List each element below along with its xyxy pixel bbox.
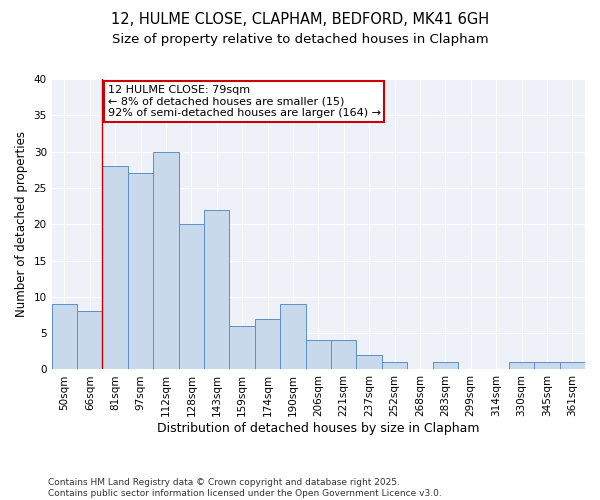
Text: Size of property relative to detached houses in Clapham: Size of property relative to detached ho… (112, 32, 488, 46)
Bar (153, 152, 179, 370)
Bar (103, 166, 128, 370)
Bar (382, 362, 407, 370)
Bar (204, 210, 229, 370)
Bar (433, 362, 458, 370)
Bar (509, 362, 534, 370)
Text: Contains HM Land Registry data © Crown copyright and database right 2025.
Contai: Contains HM Land Registry data © Crown c… (48, 478, 442, 498)
Bar (77, 312, 103, 370)
Bar (560, 362, 585, 370)
Text: 12, HULME CLOSE, CLAPHAM, BEDFORD, MK41 6GH: 12, HULME CLOSE, CLAPHAM, BEDFORD, MK41 … (111, 12, 489, 28)
Bar (179, 224, 204, 370)
Bar (52, 304, 77, 370)
Bar (305, 340, 331, 370)
Bar (331, 340, 356, 370)
Bar (229, 326, 255, 370)
Bar (255, 318, 280, 370)
Bar (534, 362, 560, 370)
Bar (356, 355, 382, 370)
Bar (128, 174, 153, 370)
X-axis label: Distribution of detached houses by size in Clapham: Distribution of detached houses by size … (157, 422, 479, 435)
Bar (280, 304, 305, 370)
Y-axis label: Number of detached properties: Number of detached properties (15, 131, 28, 317)
Text: 12 HULME CLOSE: 79sqm
← 8% of detached houses are smaller (15)
92% of semi-detac: 12 HULME CLOSE: 79sqm ← 8% of detached h… (107, 85, 380, 118)
